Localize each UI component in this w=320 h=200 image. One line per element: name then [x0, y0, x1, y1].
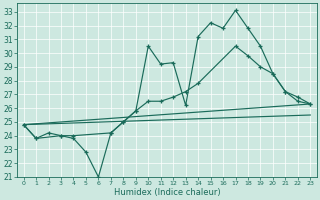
- X-axis label: Humidex (Indice chaleur): Humidex (Indice chaleur): [114, 188, 220, 197]
